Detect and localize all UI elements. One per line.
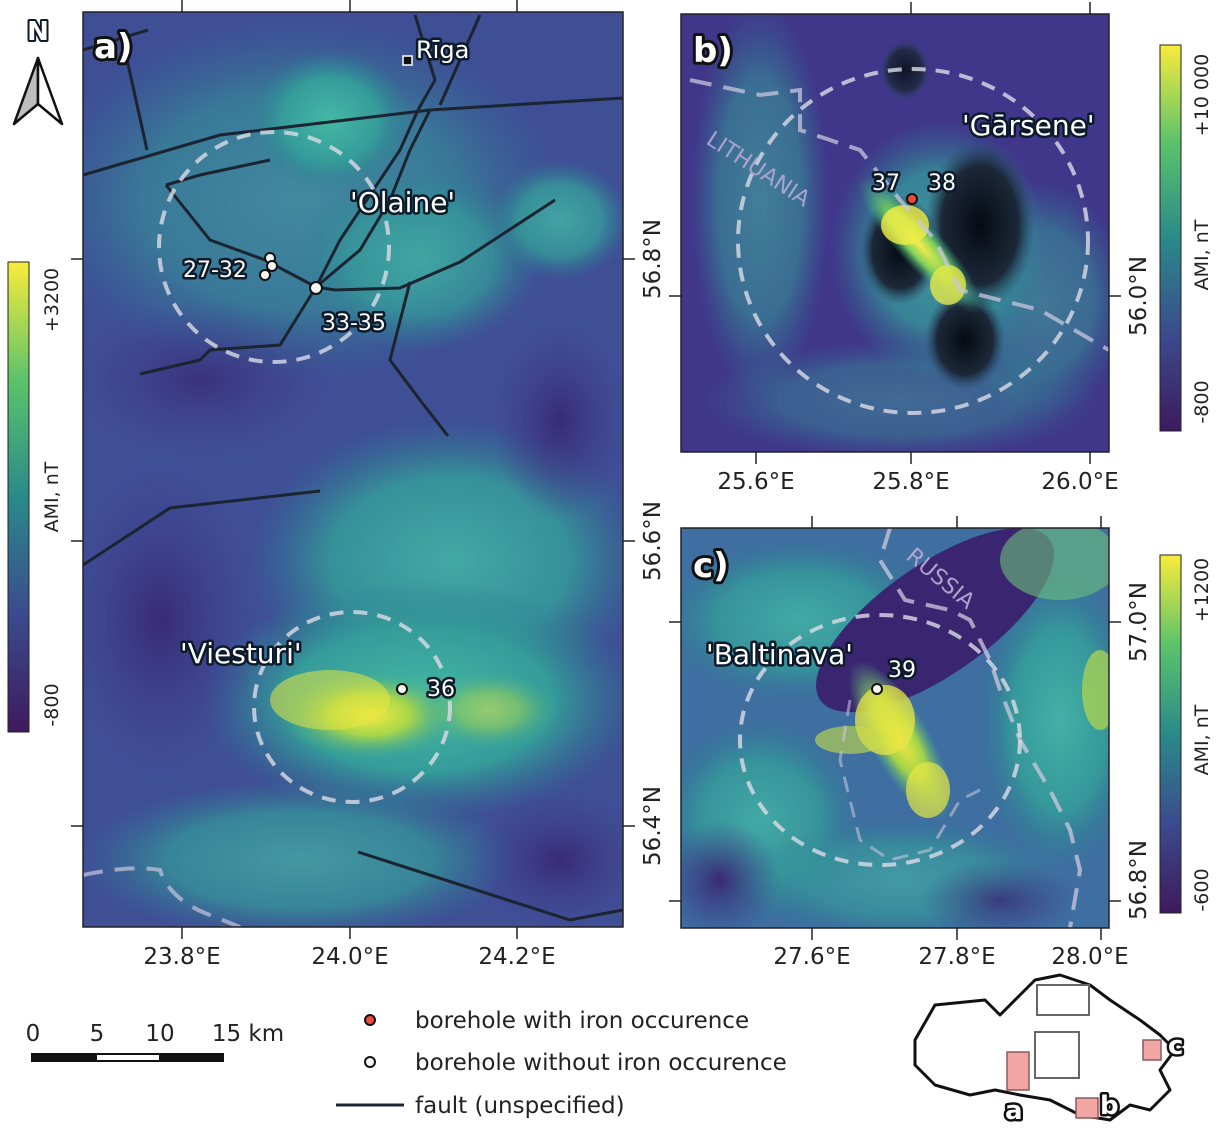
- colorbar-title: AMI, nT: [1191, 704, 1213, 775]
- y-tick-label: 56.0°N: [1126, 256, 1152, 336]
- colorbar-c: +1200 AMI, nT -600: [1159, 554, 1213, 914]
- legend-iron-marker: [364, 1014, 376, 1026]
- borehole-marker: [266, 260, 278, 272]
- y-tick-label: 56.8°N: [1126, 840, 1152, 920]
- x-tick-label: 25.8°E: [872, 469, 949, 495]
- borehole-marker: [396, 683, 408, 695]
- scale-label: 10: [145, 1021, 174, 1047]
- panel-a-map: Rīga 27-32 33-35 36 'Olaine' 'Viesturi' …: [71, 0, 666, 970]
- borehole-label-37: 37: [872, 171, 900, 196]
- scale-label: 5: [90, 1021, 105, 1047]
- legend-fault-label: fault (unspecified): [415, 1093, 625, 1119]
- x-tick-label: 24.2°E: [478, 944, 555, 970]
- borehole-marker: [309, 281, 323, 295]
- colorbar-min-label: -800: [1191, 380, 1213, 423]
- borehole-label-27-32: 27-32: [183, 258, 247, 283]
- x-tick-label: 26.0°E: [1041, 469, 1118, 495]
- panel-a-letter: a): [94, 27, 132, 67]
- x-tick-label: 28.0°E: [1051, 944, 1128, 970]
- colorbar-max-label: +1200: [1191, 558, 1213, 622]
- area-label-viesturi: 'Viesturi': [180, 637, 302, 670]
- scale-label: 15 km: [212, 1021, 284, 1047]
- panel-b-letter: b): [693, 31, 733, 71]
- y-tick-label: 56.8°N: [640, 219, 666, 299]
- panel-b-map: LITHUANIA 37 38 'Gārsene' b) 25.6°E 25.8…: [669, 2, 1152, 495]
- panel-c-letter: c): [693, 546, 729, 586]
- city-marker: [402, 55, 413, 66]
- y-tick-label: 56.4°N: [640, 786, 666, 866]
- colorbar-max-label: +3200: [41, 268, 63, 332]
- inset-map: a b c: [913, 973, 1186, 1129]
- borehole-label-36: 36: [427, 677, 455, 702]
- borehole-label-33-35: 33-35: [322, 311, 386, 336]
- colorbar-min-label: -800: [41, 683, 63, 726]
- panel-c-map: RUSSIA 39 'Baltinava' c) 27.6°E 27.8°E 2…: [669, 516, 1152, 970]
- legend: borehole with iron occurence borehole wi…: [336, 1008, 787, 1119]
- colorbar-min-label: -600: [1191, 868, 1213, 911]
- area-label-olaine: 'Olaine': [350, 186, 455, 219]
- legend-no-iron-marker: [364, 1056, 376, 1068]
- x-tick-label: 23.8°E: [143, 944, 220, 970]
- borehole-marker: [871, 683, 883, 695]
- borehole-marker-iron: [906, 193, 918, 205]
- city-label-riga: Rīga: [416, 36, 469, 64]
- colorbar-b: +10 000 AMI, nT -800: [1159, 44, 1213, 432]
- y-tick-label: 57.0°N: [1126, 582, 1152, 662]
- x-tick-label: 27.6°E: [773, 944, 850, 970]
- borehole-label-38: 38: [928, 171, 956, 196]
- scale-bar: 0 5 10 15 km: [26, 1021, 284, 1062]
- inset-label-a: a: [1005, 1096, 1023, 1126]
- colorbar-title: AMI, nT: [41, 461, 63, 532]
- area-label-garsene: 'Gārsene': [962, 109, 1095, 142]
- inset-label-b: b: [1100, 1091, 1119, 1121]
- y-tick-label: 56.6°N: [640, 501, 666, 581]
- colorbar-a: +3200 AMI, nT -800: [7, 261, 63, 733]
- x-tick-label: 27.8°E: [918, 944, 995, 970]
- legend-no-iron-label: borehole without iron occurence: [415, 1050, 787, 1076]
- borehole-marker: [259, 269, 271, 281]
- area-label-baltinava: 'Baltinava': [706, 638, 853, 671]
- x-tick-label: 24.0°E: [311, 944, 388, 970]
- colorbar-title: AMI, nT: [1191, 219, 1213, 290]
- scale-label: 0: [26, 1021, 41, 1047]
- north-label: N: [27, 17, 49, 47]
- x-tick-label: 25.6°E: [717, 469, 794, 495]
- fault-lines: [83, 14, 623, 922]
- borehole-label-39: 39: [888, 658, 916, 683]
- north-arrow: N: [12, 15, 64, 126]
- colorbar-max-label: +10 000: [1191, 54, 1213, 136]
- legend-iron-label: borehole with iron occurence: [415, 1008, 749, 1034]
- inset-label-c: c: [1168, 1031, 1183, 1061]
